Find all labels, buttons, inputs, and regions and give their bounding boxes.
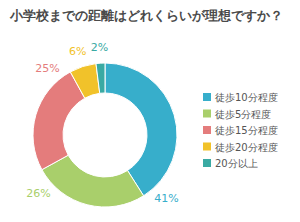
chart: 小学校までの距離はどれくらいが理想ですか？ 41% 26% 25% 6% 2% 徒歩10分程… — [0, 0, 300, 222]
legend-swatch — [203, 126, 211, 134]
legend-label: 徒歩5分程度 — [215, 109, 271, 120]
title: 小学校までの距離はどれくらいが理想ですか？ — [9, 8, 283, 23]
data-labels: 41% 26% 25% 6% 2% — [26, 41, 179, 205]
legend-swatch — [203, 159, 211, 167]
legend-label: 徒歩10分程度 — [215, 92, 278, 103]
data-label: 6% — [69, 45, 86, 58]
legend-label: 徒歩20分程度 — [215, 142, 278, 153]
legend-label: 20分以上 — [215, 158, 258, 169]
legend-swatch — [203, 110, 211, 118]
legend: 徒歩10分程度徒歩5分程度徒歩15分程度徒歩20分程度 20分以上 — [203, 92, 278, 169]
data-label: 26% — [26, 187, 50, 200]
data-label: 2% — [91, 41, 108, 54]
data-label: 41% — [154, 192, 178, 205]
legend-swatch — [203, 143, 211, 151]
slice — [70, 64, 99, 99]
slice — [33, 72, 85, 170]
legend-swatch — [203, 93, 211, 101]
legend-label: 徒歩15分程度 — [215, 125, 278, 136]
slices — [33, 63, 177, 207]
slice — [42, 155, 144, 207]
slice — [96, 63, 105, 93]
data-label: 25% — [35, 62, 59, 75]
